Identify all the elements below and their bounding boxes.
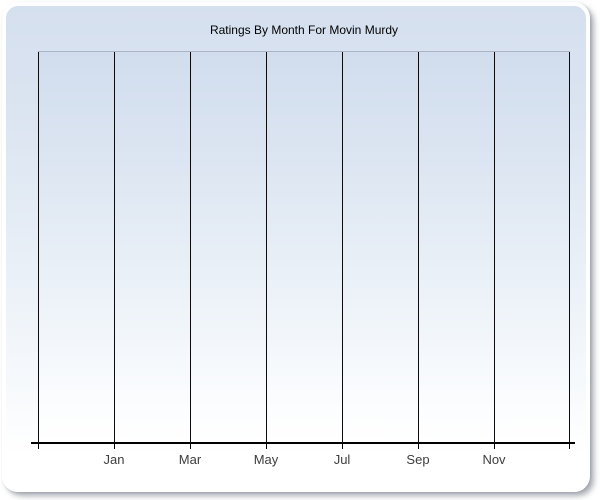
x-axis-line [31, 442, 575, 444]
x-axis-tick [114, 444, 115, 449]
x-axis-tick [266, 444, 267, 449]
x-axis-label-may: May [253, 452, 279, 467]
gridline-left-edge [38, 52, 39, 442]
gridline-jul [342, 52, 343, 442]
gridline-sep [418, 52, 419, 442]
x-axis-tick [342, 444, 343, 449]
chart-title: Ratings By Month For Movin Murdy [209, 23, 399, 37]
x-axis-label-mar: Mar [178, 452, 202, 467]
plot-area [38, 51, 570, 442]
chart-panel: Ratings By Month For Movin Murdy Jan Mar… [2, 2, 590, 492]
gridline-may [266, 52, 267, 442]
gridline-nov [494, 52, 495, 442]
gridline-mar [190, 52, 191, 442]
x-axis-label-jan: Jan [103, 452, 125, 467]
x-axis-tick [418, 444, 419, 449]
x-axis-tick [494, 444, 495, 449]
x-axis-tick [190, 444, 191, 449]
x-axis-label-jul: Jul [333, 452, 351, 467]
x-axis-tick [569, 444, 570, 449]
gridline-right-edge [569, 52, 570, 442]
gridline-jan [114, 52, 115, 442]
x-axis-tick [38, 444, 39, 449]
x-axis-label-nov: Nov [482, 452, 506, 467]
x-axis-label-sep: Sep [406, 452, 430, 467]
